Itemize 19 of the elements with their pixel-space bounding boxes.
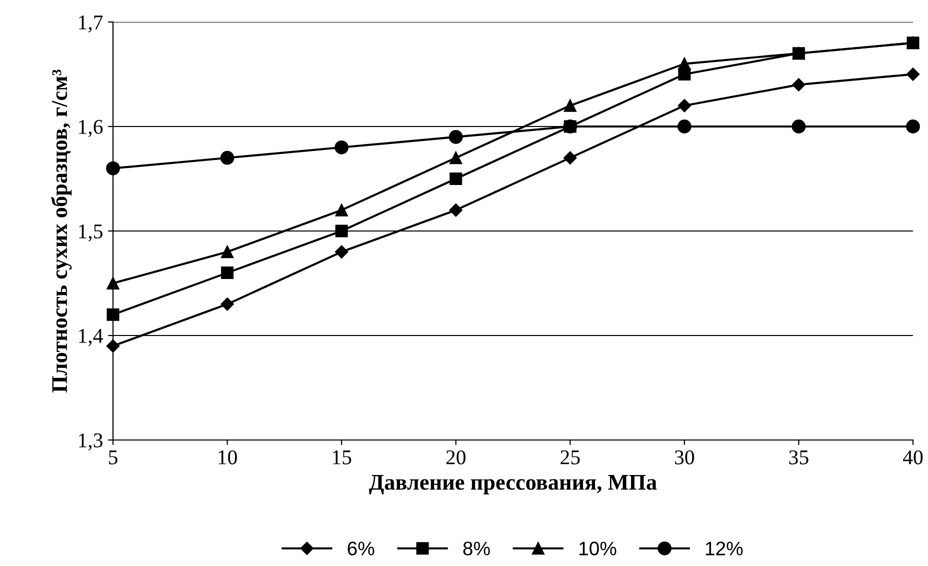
legend-label: 6%: [348, 542, 374, 556]
x-tick-label: 30: [675, 450, 694, 464]
x-tick-label: 20: [446, 450, 466, 464]
legend-label: 8%: [463, 542, 490, 556]
y-axis-title: Плотность сухих образцов, г/см³: [50, 70, 72, 392]
x-axis-title: Давление прессования, МПа: [368, 475, 657, 494]
y-tick-label: 1,6: [79, 120, 103, 137]
legend-label: 10%: [580, 542, 616, 556]
x-tick-label: 25: [560, 450, 580, 464]
y-tick-label: 1,7: [79, 15, 103, 32]
x-tick-label: 10: [218, 450, 237, 464]
x-tick-label: 40: [902, 450, 923, 464]
y-tick-label: 1,5: [79, 224, 102, 242]
y-tick-label: 1,3: [79, 433, 102, 450]
x-tick-label: 5: [109, 450, 118, 464]
y-tick-label: 1,4: [79, 328, 103, 346]
legend-label: 12%: [706, 542, 743, 556]
x-tick-label: 15: [332, 450, 352, 464]
x-tick-label: 35: [789, 450, 808, 464]
